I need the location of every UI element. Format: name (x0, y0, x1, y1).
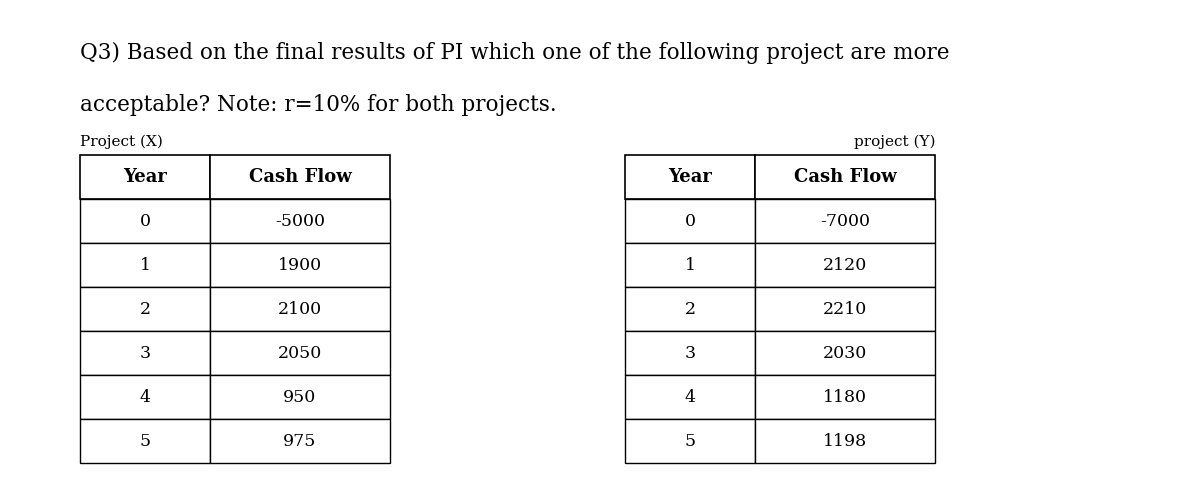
Bar (210, 287, 390, 331)
Bar (625, 375, 755, 419)
Text: Cash Flow: Cash Flow (793, 168, 896, 186)
Bar (625, 331, 755, 375)
Text: Project (X): Project (X) (80, 135, 163, 149)
Bar (80, 287, 210, 331)
Bar (625, 287, 755, 331)
Text: 4: 4 (139, 388, 150, 406)
Text: -7000: -7000 (820, 213, 870, 229)
Bar (755, 199, 935, 243)
Text: 1: 1 (684, 256, 696, 273)
Bar (755, 287, 935, 331)
Text: 975: 975 (283, 433, 317, 449)
Text: Cash Flow: Cash Flow (248, 168, 352, 186)
Text: 2: 2 (139, 300, 150, 318)
Text: 1198: 1198 (823, 433, 868, 449)
Text: acceptable? Note: r=10% for both projects.: acceptable? Note: r=10% for both project… (80, 94, 557, 116)
Bar (210, 331, 390, 375)
Text: 1900: 1900 (278, 256, 322, 273)
Bar (625, 155, 755, 199)
Text: 3: 3 (139, 345, 150, 361)
Bar (625, 419, 755, 463)
Text: 3: 3 (684, 345, 696, 361)
Bar (80, 419, 210, 463)
Bar (755, 155, 935, 199)
Bar (625, 199, 755, 243)
Text: -5000: -5000 (275, 213, 325, 229)
Bar (210, 243, 390, 287)
Text: Year: Year (668, 168, 712, 186)
Bar (80, 199, 210, 243)
Bar (80, 243, 210, 287)
Text: 5: 5 (139, 433, 150, 449)
Bar (625, 243, 755, 287)
Bar (210, 155, 390, 199)
Text: 2: 2 (684, 300, 696, 318)
Text: project (Y): project (Y) (853, 135, 935, 149)
Text: 1: 1 (139, 256, 150, 273)
Bar (210, 375, 390, 419)
Bar (755, 419, 935, 463)
Bar (210, 199, 390, 243)
Text: 950: 950 (283, 388, 317, 406)
Text: Q3) Based on the final results of PI which one of the following project are more: Q3) Based on the final results of PI whi… (80, 42, 949, 64)
Text: 2100: 2100 (278, 300, 322, 318)
Text: 2030: 2030 (823, 345, 868, 361)
Bar (210, 419, 390, 463)
Bar (80, 331, 210, 375)
Text: 4: 4 (684, 388, 696, 406)
Bar (80, 375, 210, 419)
Text: 0: 0 (139, 213, 150, 229)
Bar (755, 243, 935, 287)
Text: 2050: 2050 (278, 345, 322, 361)
Text: Year: Year (124, 168, 167, 186)
Text: 5: 5 (684, 433, 696, 449)
Text: 2210: 2210 (823, 300, 868, 318)
Bar (80, 155, 210, 199)
Text: 1180: 1180 (823, 388, 866, 406)
Text: 2120: 2120 (823, 256, 868, 273)
Bar (755, 331, 935, 375)
Bar (755, 375, 935, 419)
Text: 0: 0 (684, 213, 696, 229)
